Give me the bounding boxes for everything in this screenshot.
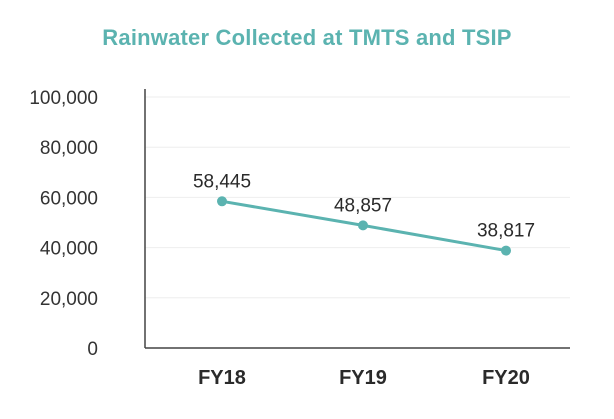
- y-tick-label: 0: [87, 339, 98, 360]
- chart-title: Rainwater Collected at TMTS and TSIP: [102, 25, 512, 50]
- data-point: [501, 245, 511, 256]
- data-label: 58,445: [193, 171, 251, 192]
- data-label: 48,857: [334, 195, 392, 216]
- axes: [144, 89, 570, 349]
- y-tick-label: 20,000: [40, 289, 98, 310]
- y-tick-label: 60,000: [40, 188, 98, 209]
- y-tick-labels: 0 20,000 40,000 60,000 80,000 100,000: [29, 88, 98, 360]
- data-labels: 58,445 48,857 38,817: [193, 171, 535, 241]
- x-tick-label: FY20: [482, 367, 530, 389]
- series-line-layer: [217, 196, 511, 256]
- x-tick-labels: FY18 FY19 FY20: [198, 367, 530, 389]
- data-point: [217, 196, 227, 207]
- x-tick-label: FY19: [339, 367, 387, 389]
- gridlines: [145, 96, 570, 299]
- y-tick-label: 40,000: [40, 239, 98, 260]
- y-tick-label: 80,000: [40, 138, 98, 159]
- data-point: [358, 220, 368, 231]
- data-label: 38,817: [477, 221, 535, 242]
- x-tick-label: FY18: [198, 367, 246, 389]
- y-tick-label: 100,000: [29, 88, 98, 109]
